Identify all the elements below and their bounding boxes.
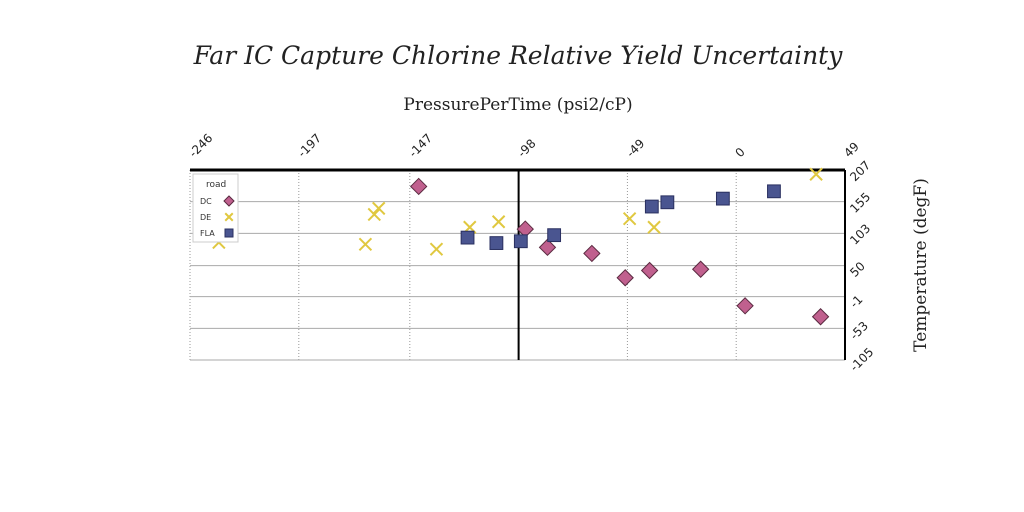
data-point-dc (538, 238, 557, 257)
legend-title: road (206, 180, 226, 190)
x-tick-label: 0 (732, 145, 747, 160)
legend-label-dc: DC (200, 197, 212, 206)
data-point-de (647, 220, 661, 234)
data-point-fla (715, 191, 730, 206)
data-point-de (367, 207, 381, 222)
data-point-de (358, 237, 373, 252)
x-tick-label: -147 (406, 131, 435, 160)
x-tick-label: -49 (624, 136, 648, 160)
legend-marker-dc (223, 195, 235, 207)
legend: road DC DE FLA (192, 173, 239, 243)
legend-marker-fla (224, 228, 234, 238)
legend-label-fla: FLA (200, 229, 215, 238)
y-tick-label: 155 (847, 190, 873, 216)
y-axis-title: Temperature (degF) (911, 178, 931, 352)
data-point-fla (513, 234, 528, 249)
data-point-dc (811, 308, 830, 326)
x-tick-label: -197 (295, 131, 324, 160)
data-point-dc (640, 261, 659, 280)
grid (189, 169, 846, 361)
legend-marker-de (224, 212, 234, 222)
data-point-dc (583, 244, 601, 263)
x-tick-label: 49 (841, 139, 862, 160)
data-point-fla (489, 236, 504, 250)
data-point-de (491, 215, 506, 229)
data-point-fla (660, 195, 675, 210)
y-tick-label: -105 (847, 345, 876, 374)
data-point-dc (736, 297, 754, 315)
chart-title: Far IC Capture Chlorine Relative Yield U… (193, 41, 844, 70)
data-point-fla (547, 228, 562, 243)
data-point-dc (691, 260, 710, 278)
data-point-fla (767, 184, 781, 199)
data-point-fla (644, 199, 659, 214)
x-tick-label: -98 (515, 136, 539, 160)
x-axis-title: PressurePerTime (psi2/cP) (403, 95, 632, 115)
y-tick-label: 50 (847, 259, 868, 280)
data-point-de (809, 167, 823, 181)
y-tick-label: -1 (847, 292, 865, 310)
y-tick-label: 207 (847, 158, 873, 184)
legend-items: DC DE FLA (200, 195, 235, 238)
data-point-fla (460, 230, 475, 245)
x-tick-label: -246 (186, 131, 215, 160)
data-point-dc (616, 269, 634, 287)
data-point-de (429, 242, 444, 256)
y-tick-label: 103 (847, 221, 873, 247)
data-point-de (372, 201, 386, 216)
axes (190, 168, 846, 360)
data-point-dc (409, 177, 428, 196)
y-tick-label: -53 (847, 319, 871, 343)
data-point-de (622, 212, 637, 226)
data-points (212, 167, 830, 326)
legend-label-de: DE (200, 213, 211, 222)
